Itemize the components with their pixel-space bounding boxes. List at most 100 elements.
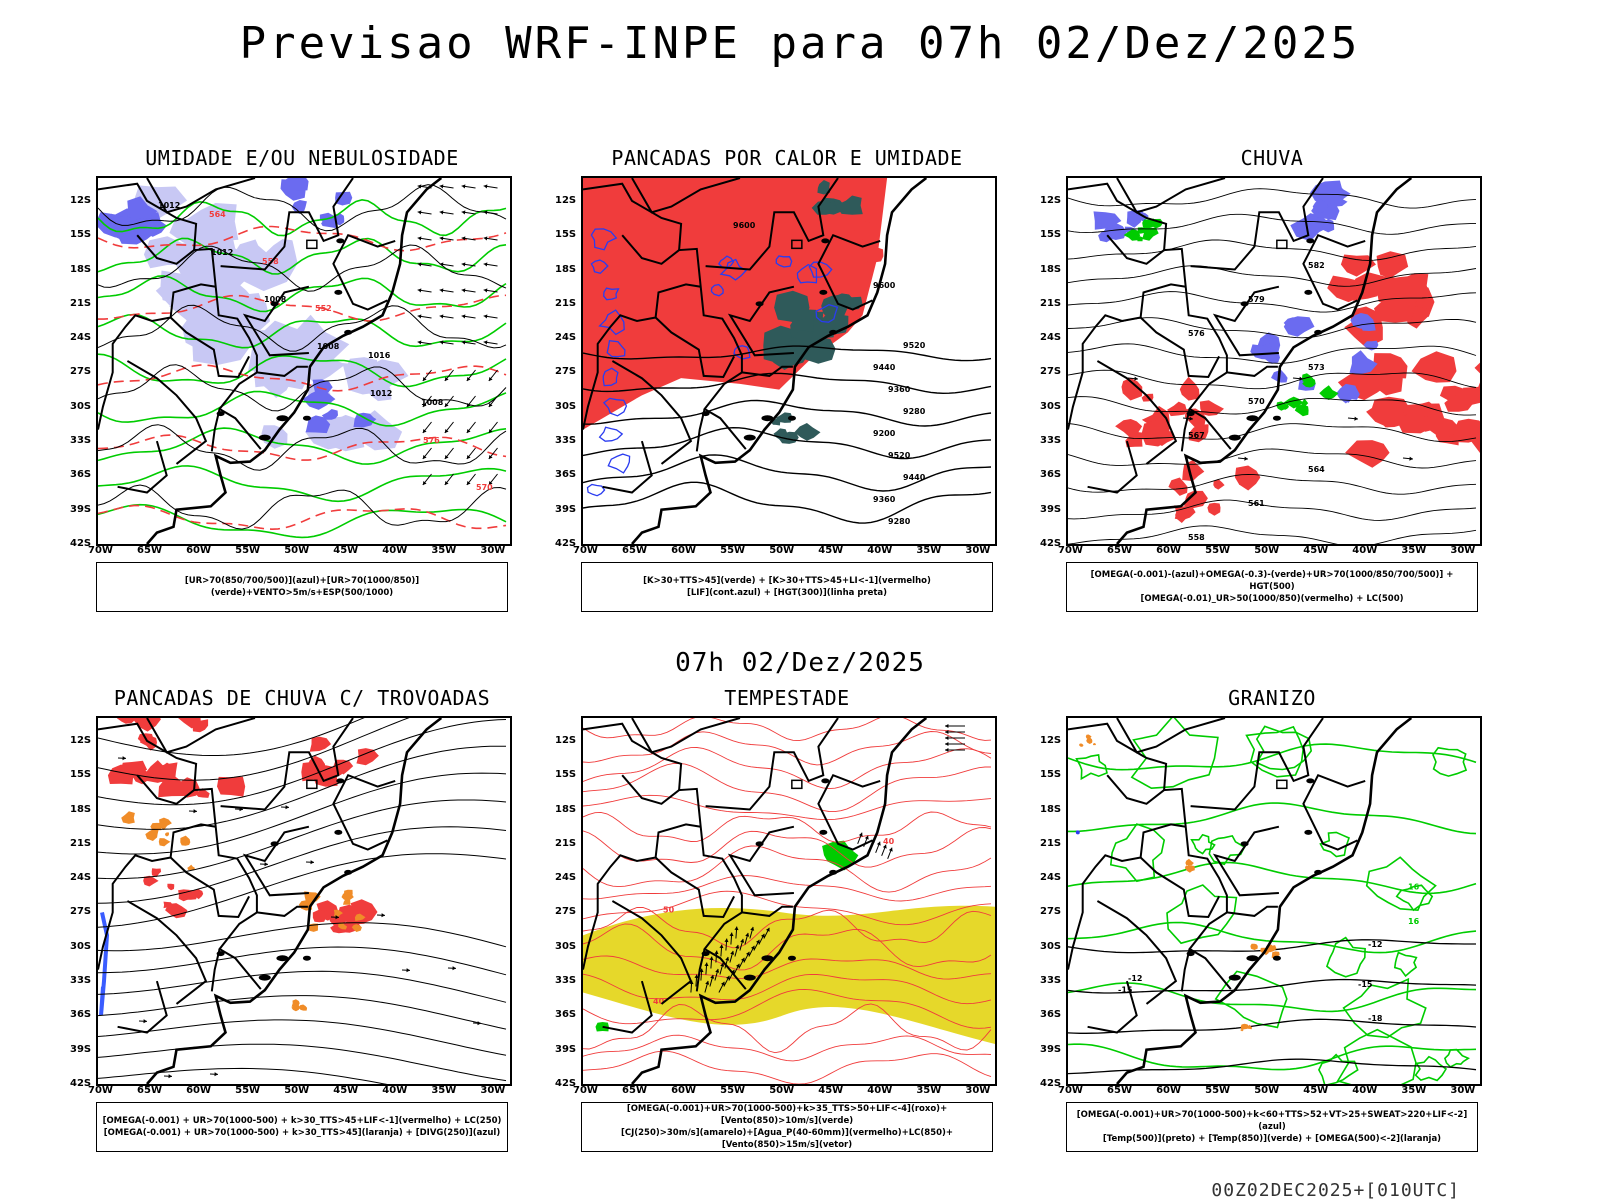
political-border [257, 907, 308, 916]
contour-label: -18 [1368, 1014, 1383, 1023]
lat-tick-label: 15S [1040, 769, 1061, 780]
lat-tick-label: 24S [70, 332, 91, 343]
lat-tick-label: 36S [555, 1009, 576, 1020]
political-border [118, 981, 167, 1032]
contour-label: 1012 [370, 389, 392, 398]
lon-tick-label: 30W [480, 1085, 505, 1096]
lat-tick-label: 33S [1040, 975, 1061, 986]
lon-tick-label: 35W [1401, 1085, 1426, 1096]
lat-tick-label: 33S [1040, 435, 1061, 446]
lon-tick-label: 40W [867, 1085, 892, 1096]
rain-red-region [1475, 352, 1481, 381]
lon-tick-label: 55W [235, 1085, 260, 1096]
federal-district-outline [307, 240, 317, 248]
lake-shape [761, 415, 773, 421]
thunderstorm-orange-region [159, 838, 171, 846]
rain-red-region [1412, 351, 1457, 382]
lat-tick-label: 30S [555, 941, 576, 952]
lon-tick-label: 55W [1205, 545, 1230, 556]
contour-label: 9600 [873, 281, 896, 290]
legend-line: [OMEGA(-0.001) + UR>70(1000-500) + k>30_… [97, 1127, 507, 1139]
thunderstorm-red-region [117, 718, 137, 724]
political-border [730, 827, 794, 896]
rain-red-region [1235, 466, 1261, 491]
streamline [1068, 526, 1476, 544]
temp-850-contour [1445, 1050, 1468, 1067]
lake-shape [819, 290, 827, 295]
lake-shape [1304, 830, 1312, 835]
wind-vector-head [945, 742, 948, 746]
lon-tick-label: 65W [1107, 1085, 1132, 1096]
lat-tick-label: 18S [1040, 804, 1061, 815]
lat-tick-label: 21S [70, 298, 91, 309]
thunderstorm-red-region [167, 884, 174, 890]
lat-tick-label: 15S [70, 229, 91, 240]
contour-label: 50 [663, 905, 675, 914]
contour-label: 1008 [421, 398, 444, 407]
contour-label: 564 [1308, 465, 1325, 474]
thunderstorm-orange-region [165, 832, 169, 836]
humidity-high-region [303, 390, 336, 410]
political-border [1068, 824, 1186, 969]
low-level-humidity-contour [98, 392, 506, 426]
contour-label: -15 [1358, 980, 1373, 989]
lon-tick-label: 65W [622, 545, 647, 556]
streamline-arrow-head [1134, 377, 1138, 381]
temp-850-contour [1077, 755, 1108, 779]
contour-label: 9600 [733, 221, 756, 230]
panel-1-map-canvas: 1012101210081008101257657056455855210161… [98, 178, 510, 544]
streamline [98, 718, 506, 756]
lon-tick-label: 45W [333, 1085, 358, 1096]
lifted-index-contour [608, 454, 629, 473]
lake-shape [829, 330, 837, 335]
political-border [1227, 367, 1278, 376]
thunderstorm-orange-region [145, 829, 158, 841]
lake-shape [1241, 841, 1249, 846]
lat-tick-label: 21S [555, 298, 576, 309]
thunderstorm-red-region [185, 890, 198, 900]
omega-orange-region [1093, 743, 1096, 745]
streamline-arrow-head [477, 1021, 481, 1025]
lake-shape [217, 411, 225, 416]
rain-red-region [1207, 503, 1220, 516]
lat-tick-label: 36S [70, 469, 91, 480]
lake-shape [1229, 975, 1241, 981]
lat-tick-label: 15S [555, 769, 576, 780]
lat-tick-label: 24S [1040, 332, 1061, 343]
lake-shape [276, 955, 288, 961]
lake-shape [821, 778, 829, 783]
heat-shower-green-region [774, 291, 809, 322]
run-footer: 00Z02DEC2025+[010UTC] [1211, 1180, 1460, 1201]
lon-tick-label: 35W [916, 1085, 941, 1096]
lake-shape [344, 870, 352, 875]
streamline [98, 996, 506, 1030]
lake-shape [819, 830, 827, 835]
hail-blue-region [1076, 830, 1080, 834]
lon-tick-label: 70W [573, 545, 598, 556]
thunderstorm-red-region [217, 777, 245, 797]
contour-label: 9280 [888, 517, 911, 526]
temp-850-contour [1209, 836, 1244, 864]
streamline-arrow-head [1354, 417, 1358, 421]
federal-district-outline [792, 780, 802, 788]
lake-shape [1246, 955, 1258, 961]
lat-tick-label: 24S [70, 872, 91, 883]
wind-vector-head [945, 748, 948, 752]
panel-3-legend: [OMEGA(-0.001)-(azul)+OMEGA(-0.3)-(verde… [1066, 562, 1478, 612]
streamline-arrow-head [122, 756, 126, 760]
lake-shape [276, 415, 288, 421]
wind-vector-head [945, 724, 948, 728]
thunderstorm-red-region [310, 737, 331, 752]
rain-blue-region [1250, 343, 1272, 359]
lon-tick-label: 50W [769, 545, 794, 556]
coastline [1117, 718, 1411, 1084]
streamline-arrow-head [214, 1072, 218, 1076]
lake-shape [1241, 301, 1249, 306]
lake-shape [1306, 778, 1314, 783]
legend-line: [OMEGA(-0.001) + UR>70(1000-500) + k>30_… [97, 1115, 507, 1127]
political-border [98, 724, 261, 989]
contour-label: 9280 [903, 407, 926, 416]
coastline [632, 718, 926, 1084]
streamline-arrow-head [310, 860, 314, 864]
